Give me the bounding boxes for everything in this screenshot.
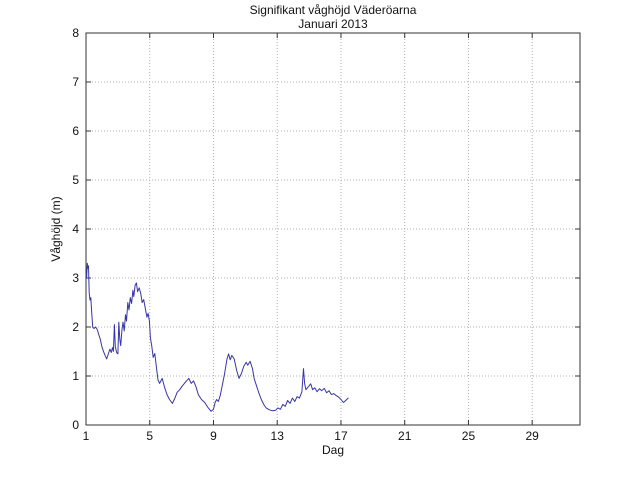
- x-tick-label: 29: [526, 429, 540, 443]
- wave-height-line: [85, 262, 349, 412]
- y-tick-label: 2: [72, 320, 79, 334]
- y-tick-label: 6: [72, 124, 79, 138]
- x-tick-label: 5: [146, 429, 153, 443]
- y-tick-label: 1: [72, 369, 79, 383]
- y-tick-label: 5: [72, 173, 79, 187]
- y-tick-label: 8: [72, 26, 79, 40]
- x-tick-label: 25: [462, 429, 476, 443]
- y-tick-label: 0: [72, 418, 79, 432]
- x-tick-label: 9: [210, 429, 217, 443]
- x-tick-label: 21: [398, 429, 412, 443]
- x-tick-label: 17: [334, 429, 348, 443]
- y-axis-label: Våghöjd (m): [49, 196, 63, 262]
- chart-title: Signifikant våghöjd Väderöarna: [249, 3, 417, 17]
- y-tick-label: 4: [72, 222, 79, 236]
- x-tick-label: 13: [271, 429, 285, 443]
- chart-subtitle: Januari 2013: [298, 17, 368, 31]
- x-axis-label: Dag: [321, 443, 344, 457]
- y-tick-label: 3: [72, 271, 79, 285]
- y-tick-label: 7: [72, 75, 79, 89]
- x-tick-label: 1: [83, 429, 90, 443]
